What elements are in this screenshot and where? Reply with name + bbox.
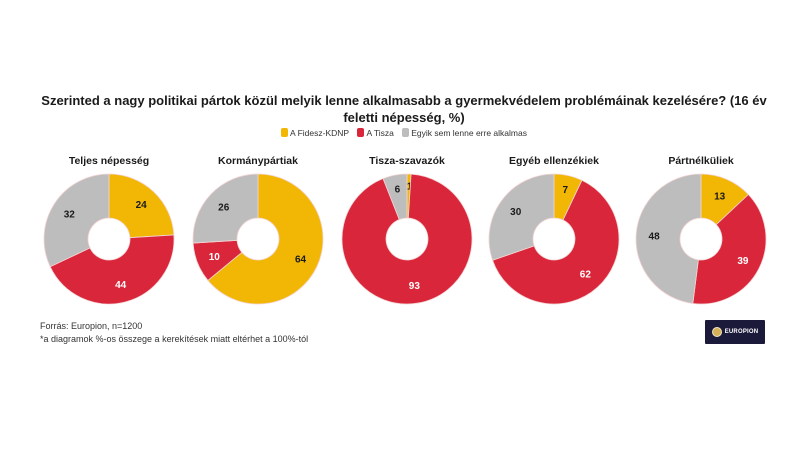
donut-segment-tisza — [341, 173, 473, 305]
legend: A Fidesz-KDNP A Tisza Egyik sem lenne er… — [0, 128, 808, 138]
rounding-note: *a diagramok %-os összege a kerekítések … — [40, 334, 309, 344]
donut-value-label: 44 — [115, 280, 127, 291]
legend-swatch-none — [402, 128, 410, 137]
donut-title: Pártnélküliek — [668, 155, 734, 167]
donut-value-label: 64 — [295, 255, 307, 266]
donut-svg: 24 44 32 — [43, 173, 175, 305]
donut-chart-kormanypartiak: Kormánypártiak 64 10 26 — [188, 152, 328, 306]
logo-mark-icon — [711, 327, 722, 337]
donut-segment-none — [635, 173, 702, 304]
donut-segment-tisza — [692, 193, 767, 305]
donut-svg: 13 39 48 — [635, 173, 767, 305]
legend-label: A Tisza — [366, 128, 394, 138]
legend-item-tisza: A Tisza — [357, 128, 394, 138]
donut-value-label: 13 — [714, 191, 726, 202]
donut-segment-none — [488, 173, 555, 261]
donut-value-label: 62 — [580, 270, 592, 281]
donut-value-label: 26 — [218, 202, 230, 213]
logo-text: EUROPION — [724, 329, 759, 335]
donut-segment-tisza — [492, 179, 620, 305]
footer: Forrás: Europion, n=1200 *a diagramok %-… — [40, 320, 308, 346]
donut-value-label: 48 — [649, 232, 661, 243]
source-note: Forrás: Europion, n=1200 — [40, 321, 143, 331]
donut-segment-none — [192, 173, 259, 244]
donut-svg: 7 62 30 — [488, 173, 620, 305]
chart-title: Szerinted a nagy politikai pártok közül … — [41, 93, 767, 125]
donut-value-label: 7 — [562, 185, 568, 196]
legend-swatch-tisza — [357, 128, 365, 137]
donut-segment-none — [43, 173, 110, 268]
legend-swatch-fidesz — [281, 128, 289, 137]
donut-value-label: 24 — [136, 200, 148, 211]
donut-title: Egyéb ellenzékiek — [509, 155, 599, 167]
donut-value-label: 32 — [64, 209, 76, 220]
donut-title: Tisza-szavazók — [369, 155, 445, 167]
donut-title: Kormánypártiak — [218, 155, 298, 167]
legend-label: A Fidesz-KDNP — [290, 128, 350, 138]
europion-logo: EUROPION — [705, 320, 765, 344]
donut-value-label: 6 — [395, 184, 401, 195]
donut-value-label: 10 — [209, 252, 221, 263]
donut-segment-fidesz — [207, 173, 324, 305]
donut-chart-teljes-nepesseg: Teljes népesség 24 44 32 — [39, 152, 179, 306]
donut-value-label: 30 — [510, 207, 522, 218]
donut-chart-partnelkuliek: Pártnélküliek 13 39 48 — [631, 152, 771, 306]
donut-segment-fidesz — [108, 173, 175, 239]
donut-segment-none — [382, 173, 408, 220]
donut-chart-egyeb-ellenzekiek: Egyéb ellenzékiek 7 62 30 — [484, 152, 624, 306]
donut-svg: 64 10 26 — [192, 173, 324, 305]
donut-title: Teljes népesség — [68, 155, 150, 167]
legend-item-none: Egyik sem lenne erre alkalmas — [402, 128, 527, 138]
donut-value-label: 39 — [737, 256, 749, 267]
donut-chart-tisza-szavazok: Tisza-szavazók 1 93 6 — [337, 152, 477, 306]
legend-label: Egyik sem lenne erre alkalmas — [411, 128, 527, 138]
legend-item-fidesz: A Fidesz-KDNP — [281, 128, 349, 138]
donut-value-label: 93 — [409, 281, 421, 292]
